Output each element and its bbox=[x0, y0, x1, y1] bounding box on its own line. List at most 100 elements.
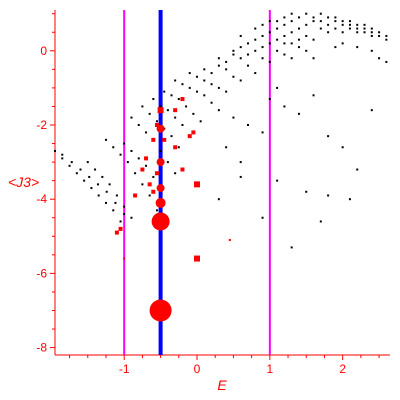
data-point bbox=[203, 94, 206, 97]
data-point bbox=[370, 109, 373, 112]
x-tick-label: -1 bbox=[119, 362, 130, 376]
data-point bbox=[96, 183, 99, 186]
weighted-point bbox=[123, 257, 126, 260]
data-point bbox=[370, 27, 373, 30]
data-point bbox=[163, 90, 166, 93]
data-point bbox=[268, 31, 271, 34]
data-point bbox=[283, 23, 286, 26]
data-point bbox=[181, 83, 184, 86]
data-point bbox=[246, 42, 249, 45]
data-point bbox=[327, 135, 330, 138]
data-point bbox=[188, 86, 191, 89]
data-point bbox=[199, 120, 202, 123]
x-tick-label: 2 bbox=[339, 362, 346, 376]
data-point bbox=[145, 164, 148, 167]
data-point bbox=[319, 12, 322, 15]
data-point bbox=[112, 146, 115, 149]
data-point bbox=[177, 146, 180, 149]
data-point bbox=[108, 183, 111, 186]
data-point bbox=[141, 105, 144, 108]
data-point bbox=[123, 205, 126, 208]
data-point bbox=[297, 38, 300, 41]
data-point bbox=[203, 68, 206, 71]
data-point bbox=[225, 68, 228, 71]
weighted-point bbox=[194, 255, 201, 262]
data-point bbox=[290, 57, 293, 60]
data-point bbox=[305, 49, 308, 52]
y-tick-label: -6 bbox=[36, 266, 47, 280]
data-point bbox=[261, 46, 264, 49]
data-point bbox=[312, 57, 315, 60]
y-axis-title: <J3> bbox=[8, 174, 39, 190]
data-point bbox=[239, 161, 242, 164]
data-point bbox=[370, 34, 373, 37]
data-point bbox=[105, 190, 108, 193]
data-point bbox=[239, 175, 242, 178]
data-point bbox=[341, 146, 344, 149]
weighted-point bbox=[144, 156, 149, 161]
data-point bbox=[334, 27, 337, 30]
data-point bbox=[261, 34, 264, 37]
data-point bbox=[239, 46, 242, 49]
data-point bbox=[134, 172, 137, 175]
data-point bbox=[61, 153, 64, 156]
data-point bbox=[312, 16, 315, 19]
data-point bbox=[254, 27, 257, 30]
data-point bbox=[305, 190, 308, 193]
data-point bbox=[83, 179, 86, 182]
data-point bbox=[348, 27, 351, 30]
data-point bbox=[319, 220, 322, 223]
data-point bbox=[319, 27, 322, 30]
data-point bbox=[141, 183, 144, 186]
data-point bbox=[268, 42, 271, 45]
data-point bbox=[159, 105, 162, 108]
data-point bbox=[378, 31, 381, 34]
weighted-point bbox=[149, 299, 172, 322]
data-point bbox=[297, 112, 300, 115]
data-point bbox=[196, 75, 199, 78]
data-point bbox=[115, 194, 118, 197]
data-point bbox=[217, 198, 220, 201]
data-point bbox=[341, 23, 344, 26]
data-point bbox=[370, 31, 373, 34]
data-point bbox=[217, 109, 220, 112]
data-point bbox=[297, 27, 300, 30]
data-point bbox=[348, 198, 351, 201]
weighted-point bbox=[157, 107, 164, 114]
data-point bbox=[104, 138, 107, 141]
data-point bbox=[385, 60, 388, 63]
data-point bbox=[312, 20, 315, 23]
data-point bbox=[297, 46, 300, 49]
data-point bbox=[356, 46, 359, 49]
weighted-point bbox=[162, 137, 167, 142]
data-point bbox=[170, 135, 173, 138]
data-point bbox=[356, 31, 359, 34]
data-point bbox=[378, 57, 381, 60]
data-point bbox=[185, 105, 188, 108]
data-point bbox=[68, 164, 71, 167]
data-point bbox=[385, 34, 388, 37]
data-point bbox=[378, 34, 381, 37]
data-point bbox=[290, 246, 293, 249]
data-point bbox=[327, 31, 330, 34]
data-point bbox=[174, 79, 177, 82]
data-point bbox=[283, 16, 286, 19]
data-point bbox=[283, 105, 286, 108]
weighted-point bbox=[173, 108, 178, 113]
weighted-point bbox=[228, 239, 231, 241]
data-point bbox=[188, 72, 191, 75]
data-point bbox=[363, 23, 366, 26]
x-tick-label: 0 bbox=[194, 362, 201, 376]
weighted-point bbox=[180, 97, 185, 102]
data-point bbox=[254, 38, 257, 41]
data-point bbox=[254, 72, 257, 75]
data-point bbox=[75, 172, 78, 175]
data-point bbox=[79, 168, 82, 171]
data-point bbox=[130, 216, 133, 219]
data-point bbox=[70, 161, 73, 164]
weighted-point bbox=[147, 182, 152, 187]
data-point bbox=[166, 161, 169, 164]
data-point bbox=[348, 20, 351, 23]
data-point bbox=[130, 116, 133, 119]
data-point bbox=[119, 220, 122, 223]
